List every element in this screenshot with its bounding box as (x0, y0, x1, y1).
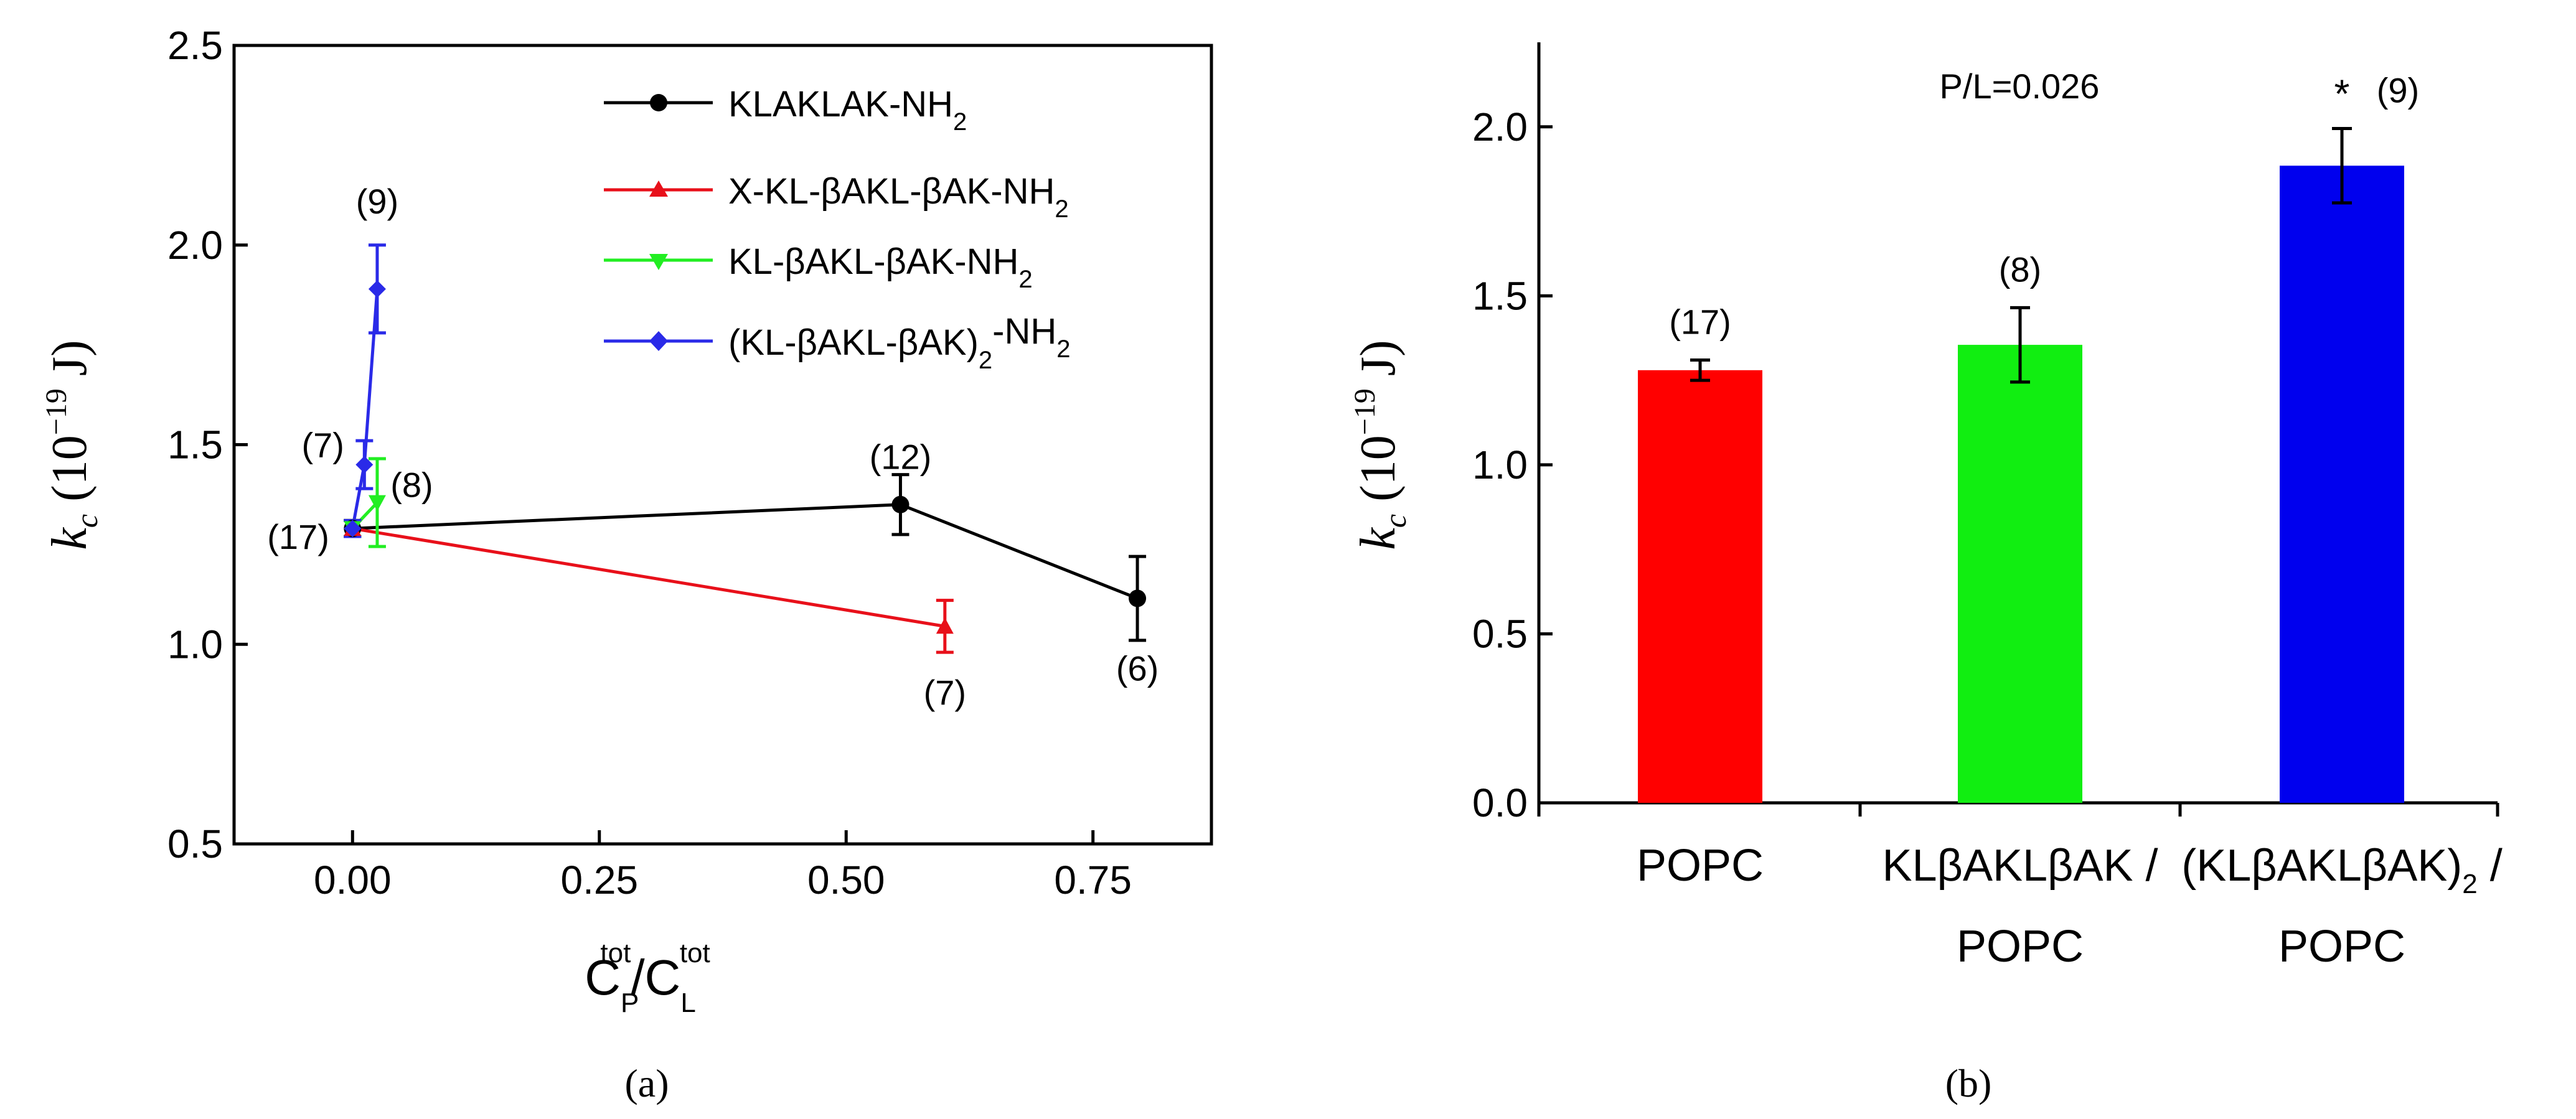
panel-b-category-2-line1: (KLβAKLβAK)2 / (2181, 841, 2502, 899)
data-point (368, 495, 386, 512)
panel-a-legend: KLAKLAK-NH2 X-KL-βAKL-βAK-NH2 KL-βAKL-βA… (604, 84, 1071, 374)
legend-label-2: KL-βAKL-βAK-NH2 (728, 241, 1033, 293)
legend-label-1: X-KL-βAKL-βAK-NH2 (728, 171, 1069, 223)
x-tick-label: 0.25 (560, 858, 638, 902)
panel-a-annotations: (9) (7) (8) (17) (12) (7) (6) (267, 182, 1159, 712)
sample-count-label: (8) (390, 466, 433, 505)
sample-count-label: (7) (924, 673, 966, 712)
panel-b-y-ticks: 0.0 0.5 1.0 1.5 2.0 (1472, 105, 1553, 825)
x-tick-label: 0.00 (314, 858, 392, 902)
panel-a-y-ticks: 0.5 1.0 1.5 2.0 2.5 (167, 23, 248, 866)
legend-label-3: (KL-βAKL-βAK)2-NH2 (728, 311, 1071, 374)
sample-count-label: (12) (870, 438, 932, 477)
panel-a-line-chart: 0.00 0.25 0.50 0.75 0.51.01.52.02.5 (9)(7)(… (40, 23, 1213, 1105)
panel-a-x-axis-label: CPtot/CLtot (585, 938, 710, 1018)
data-point (355, 456, 374, 474)
data-point (891, 495, 910, 513)
panel-a-plot-frame (232, 44, 1213, 846)
y-tick-label: 2.5 (167, 23, 223, 68)
series-line-3 (350, 289, 379, 529)
x-tick-label: 0.50 (807, 858, 885, 902)
panel-b-bar-labels: (17) (8) (9) * (1669, 70, 2419, 341)
y-tick-label: 1.5 (1472, 273, 1528, 318)
legend-entry-1: X-KL-βAKL-βAK-NH2 (604, 171, 1069, 223)
legend-entry-0: KLAKLAK-NH2 (604, 84, 967, 136)
panel-b-error-bars (1690, 126, 2352, 384)
panel-a-x-ticks: 0.00 0.25 0.50 0.75 (314, 830, 1132, 902)
y-tick-label: 0.0 (1472, 780, 1528, 825)
panel-b-bar-chart: 0.0 0.5 1.0 1.5 2.0 (17) (8) (9) * P/L=0.026 PO… (1348, 42, 2503, 1105)
x-tick-label: 0.75 (1054, 858, 1132, 902)
sample-count-label: (6) (1116, 649, 1159, 688)
data-point (344, 520, 362, 538)
bar-0 (1638, 370, 1762, 803)
bar-count-label-2: (9) (2377, 70, 2419, 110)
panel-b-y-axis-label: kc (10−19 J) (1348, 340, 1413, 550)
y-tick-label: 1.0 (167, 622, 223, 667)
y-tick-label: 0.5 (167, 822, 223, 866)
y-tick-label: 2.0 (167, 223, 223, 268)
bar-1 (1958, 345, 2082, 803)
panel-b-category-0-line1: POPC (1637, 841, 1764, 891)
panel-b-category-1-line2: POPC (1957, 922, 2084, 972)
legend-entry-2: KL-βAKL-βAK-NH2 (604, 241, 1033, 293)
series-line-1 (352, 527, 946, 628)
series-line-0 (352, 503, 1138, 600)
legend-label-0: KLAKLAK-NH2 (728, 84, 967, 136)
panel-b-label: (b) (1945, 1061, 1992, 1105)
y-tick-label: 0.5 (1472, 611, 1528, 656)
panel-b-title: P/L=0.026 (1940, 67, 2100, 106)
sample-count-label: (7) (302, 426, 344, 465)
y-tick-label: 2.0 (1472, 105, 1528, 149)
bar-count-label-1: (8) (1999, 250, 2041, 289)
panel-b-bars (1638, 166, 2404, 803)
bar-count-label-0: (17) (1669, 302, 1731, 342)
y-tick-label: 1.0 (1472, 442, 1528, 487)
sample-count-label: (17) (267, 517, 329, 556)
panel-a-label: (a) (624, 1061, 669, 1105)
significance-marker: * (2334, 71, 2350, 116)
data-point (368, 280, 386, 298)
panel-a-error-bars (344, 243, 1147, 654)
panel-b-x-ticks (1537, 803, 2499, 817)
panel-a-markers (344, 280, 1147, 634)
y-tick-label: 1.5 (167, 423, 223, 467)
sample-count-label: (9) (356, 182, 398, 221)
legend-entry-3: (KL-βAKL-βAK)2-NH2 (604, 311, 1071, 374)
panel-b-category-2-line2: POPC (2278, 922, 2405, 972)
data-point (1129, 589, 1147, 607)
panel-a-y-axis-label: kc (10−19 J) (40, 340, 104, 550)
bar-2 (2280, 166, 2404, 803)
data-point (936, 617, 954, 634)
panel-b-category-1-line1: KLβAKLβAK / (1882, 841, 2158, 891)
